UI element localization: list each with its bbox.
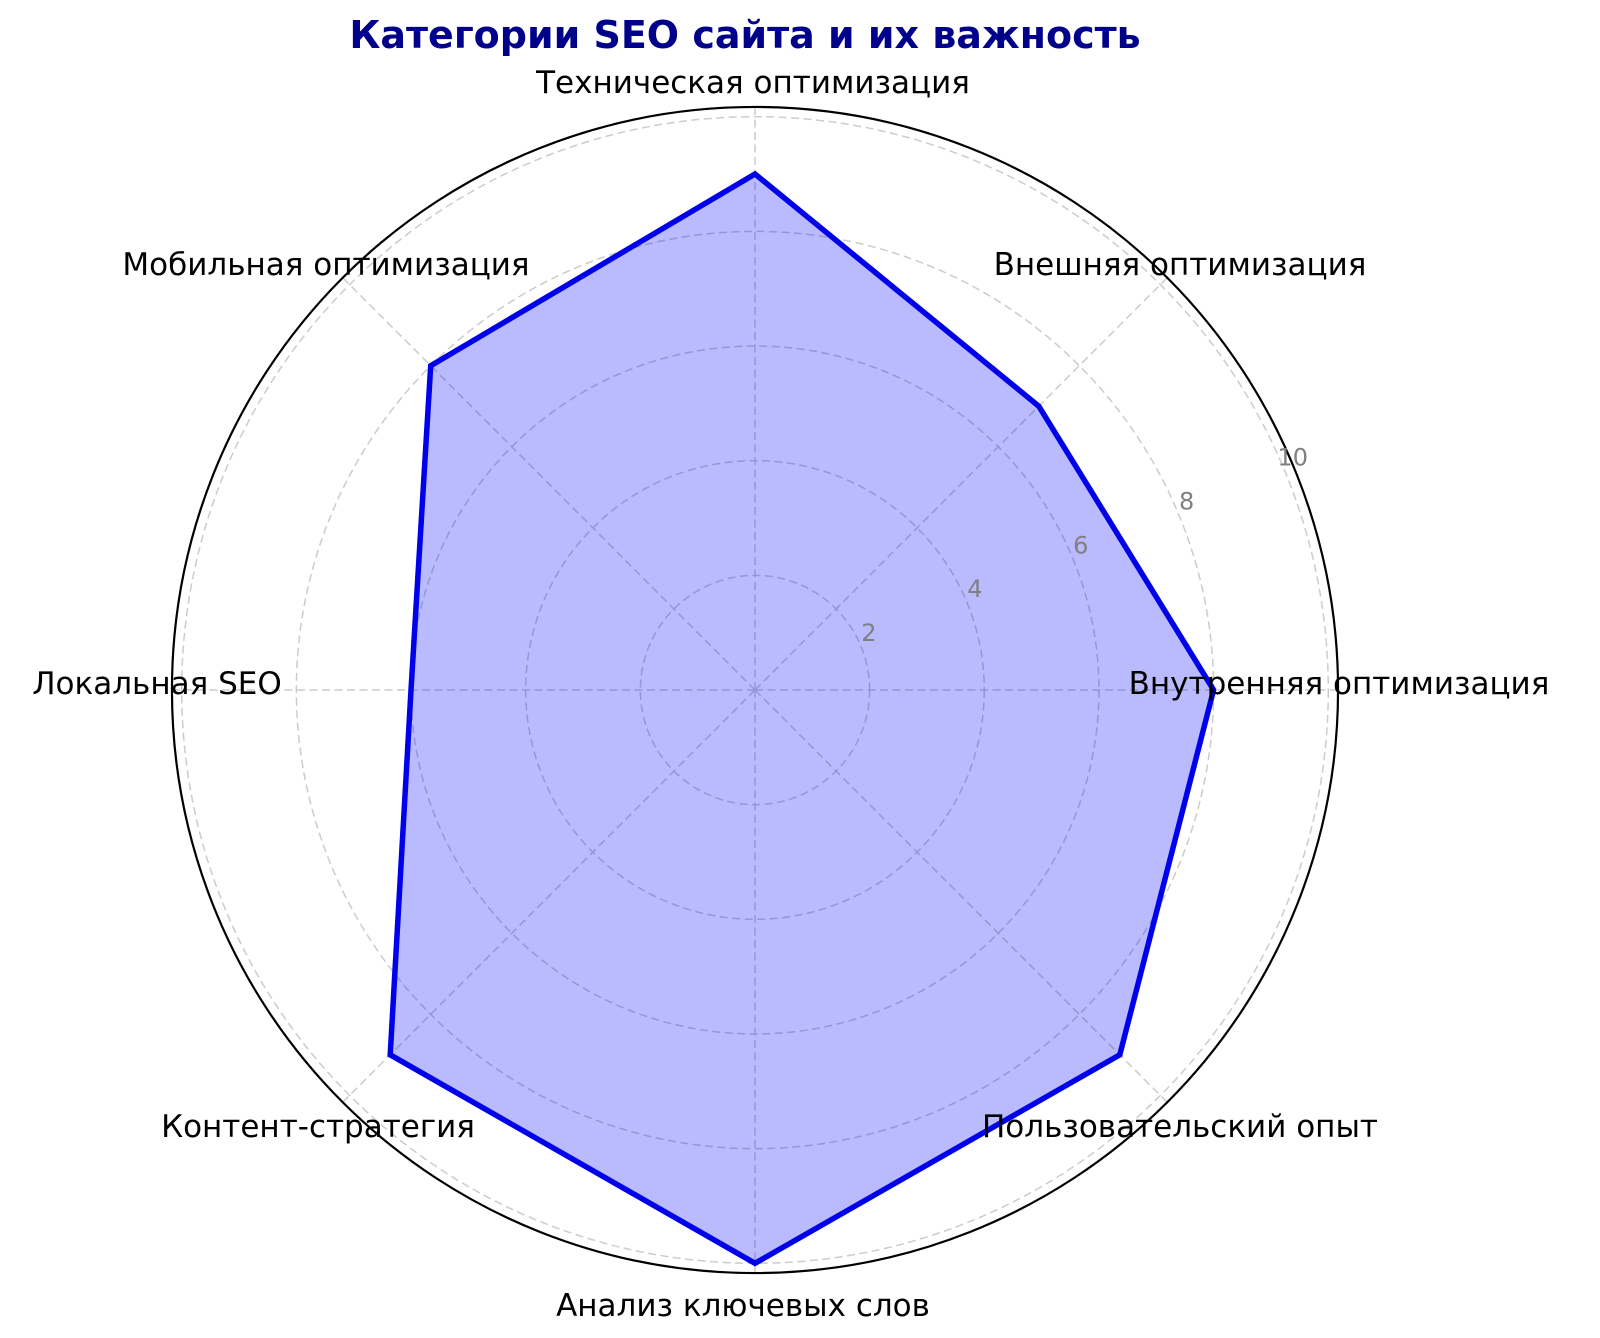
axis-category-label: Мобильная оптимизация (122, 247, 529, 283)
data-polygon-outline (387, 170, 1217, 1267)
radial-tick-label: 6 (1073, 531, 1088, 559)
chart-title: Категории SEO сайта и их важность (349, 13, 1141, 57)
grid-spoke (342, 689, 756, 1103)
axis-category-label: Анализ ключевых слов (556, 1288, 930, 1324)
grid-spoke (754, 277, 1168, 691)
axis-category-label: Техническая оптимизация (535, 65, 970, 101)
grid-spoke (754, 689, 1168, 1103)
radial-tick-label: 10 (1277, 444, 1308, 472)
axis-category-label: Пользовательский опыт (982, 1109, 1378, 1145)
polar-spine (170, 105, 1340, 1275)
data-polygon-fill (390, 174, 1214, 1264)
radial-tick-label: 8 (1179, 488, 1194, 516)
axis-category-label: Контент-стратегия (161, 1109, 475, 1145)
axis-category-label: Внутренняя оптимизация (1129, 666, 1550, 702)
radial-tick-label: 4 (967, 575, 982, 603)
axis-category-label: Локальная SEO (32, 666, 282, 702)
axis-category-label: Внешняя оптимизация (994, 247, 1367, 283)
grid-spoke (342, 277, 756, 691)
radial-tick-label: 2 (861, 619, 876, 647)
